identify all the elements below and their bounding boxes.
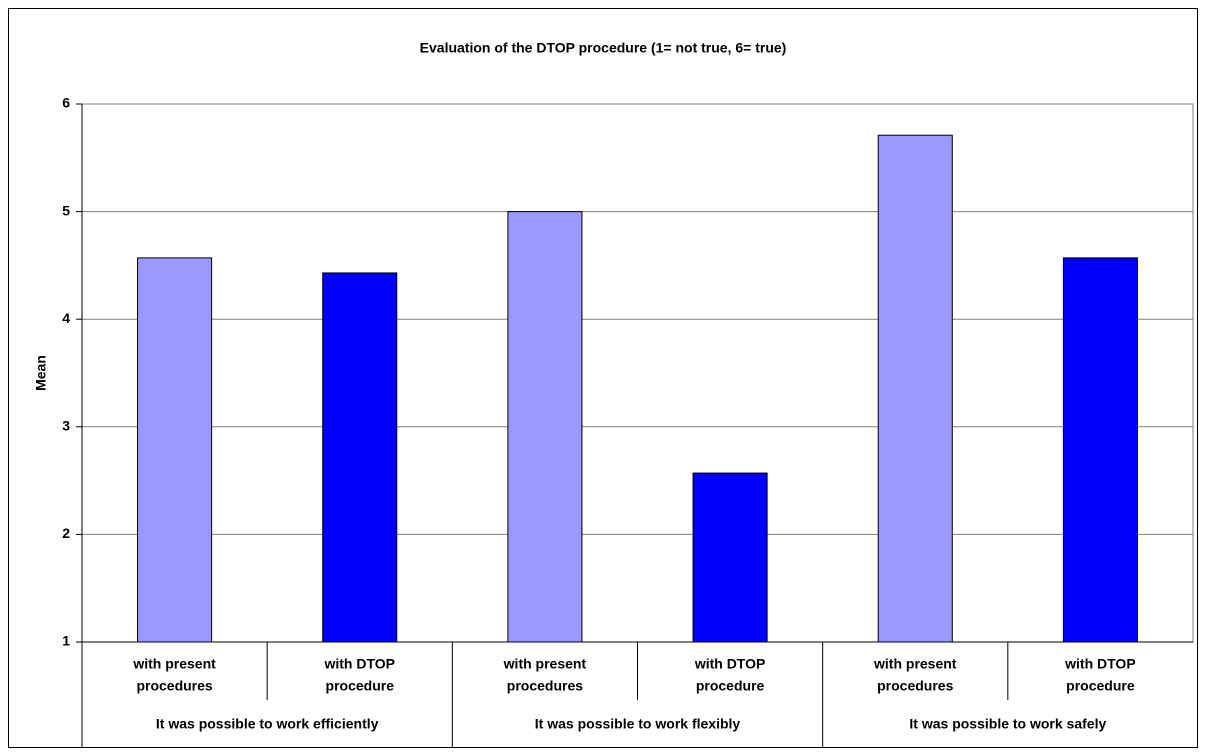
y-tick-label: 5 xyxy=(62,202,70,218)
x-tick-label: with DTOP xyxy=(1064,656,1136,672)
y-tick-label: 6 xyxy=(62,95,70,111)
group-label: It was possible to work efficiently xyxy=(156,716,379,732)
y-tick-label: 2 xyxy=(62,525,70,541)
bar xyxy=(1062,257,1138,643)
y-axis-label: Mean xyxy=(33,355,49,391)
x-tick-label: with DTOP xyxy=(694,656,766,672)
y-tick-label: 3 xyxy=(62,418,70,434)
x-tick-label: with present xyxy=(132,656,216,672)
x-tick-label: procedures xyxy=(877,678,953,694)
plot-area xyxy=(81,103,1194,643)
x-tick-label: with DTOP xyxy=(323,656,395,672)
x-tick-label: with present xyxy=(873,656,957,672)
bar xyxy=(507,211,583,643)
group-label: It was possible to work flexibly xyxy=(535,716,741,732)
bar xyxy=(322,272,398,643)
x-tick-label: procedure xyxy=(1066,678,1135,694)
x-tick-label: procedure xyxy=(696,678,765,694)
group-label: It was possible to work safely xyxy=(909,716,1106,732)
x-tick-label: procedures xyxy=(136,678,212,694)
bar xyxy=(137,257,213,643)
y-tick-label: 1 xyxy=(62,633,70,649)
x-tick-label: with present xyxy=(503,656,587,672)
bar xyxy=(692,472,768,643)
x-tick-label: procedure xyxy=(326,678,395,694)
y-tick-label: 4 xyxy=(62,310,70,326)
bar xyxy=(877,134,953,643)
x-tick-label: procedures xyxy=(507,678,583,694)
chart-title: Evaluation of the DTOP procedure (1= not… xyxy=(420,40,787,56)
